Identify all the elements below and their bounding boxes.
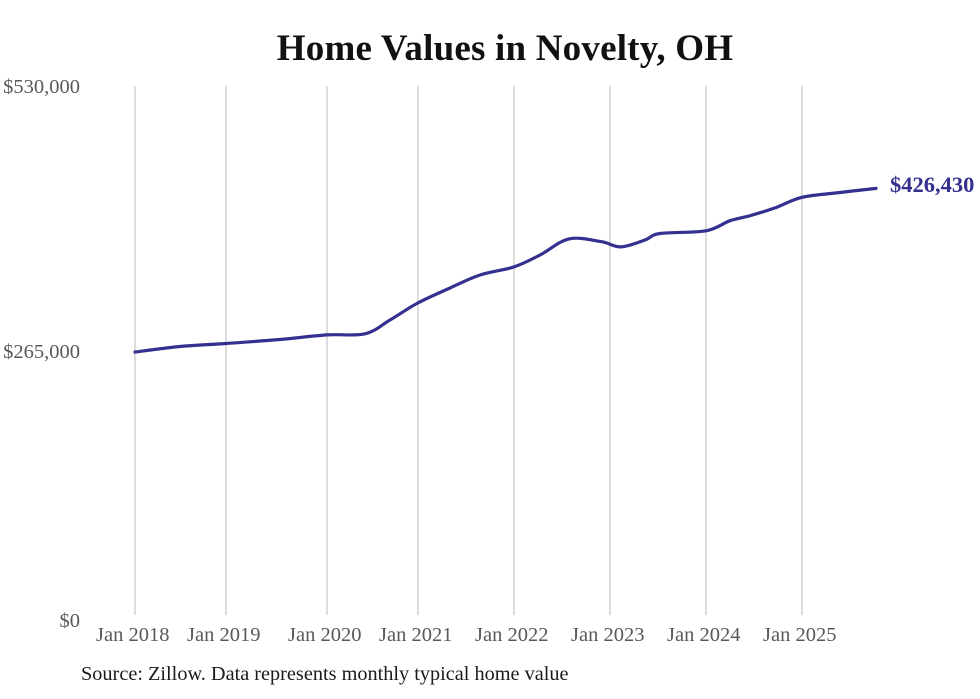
- svg-text:Jan 2025: Jan 2025: [763, 624, 836, 646]
- svg-text:$426,430: $426,430: [890, 172, 974, 197]
- svg-text:$530,000: $530,000: [3, 76, 80, 98]
- svg-text:Jan 2022: Jan 2022: [475, 624, 548, 646]
- svg-text:$265,000: $265,000: [3, 341, 80, 363]
- svg-text:$0: $0: [60, 610, 81, 632]
- svg-text:Jan 2018: Jan 2018: [96, 624, 169, 646]
- svg-text:Jan 2020: Jan 2020: [288, 624, 361, 646]
- svg-text:Jan 2023: Jan 2023: [571, 624, 644, 646]
- svg-text:Jan 2024: Jan 2024: [667, 624, 740, 646]
- svg-text:Jan 2019: Jan 2019: [187, 624, 260, 646]
- svg-text:Jan 2021: Jan 2021: [379, 624, 452, 646]
